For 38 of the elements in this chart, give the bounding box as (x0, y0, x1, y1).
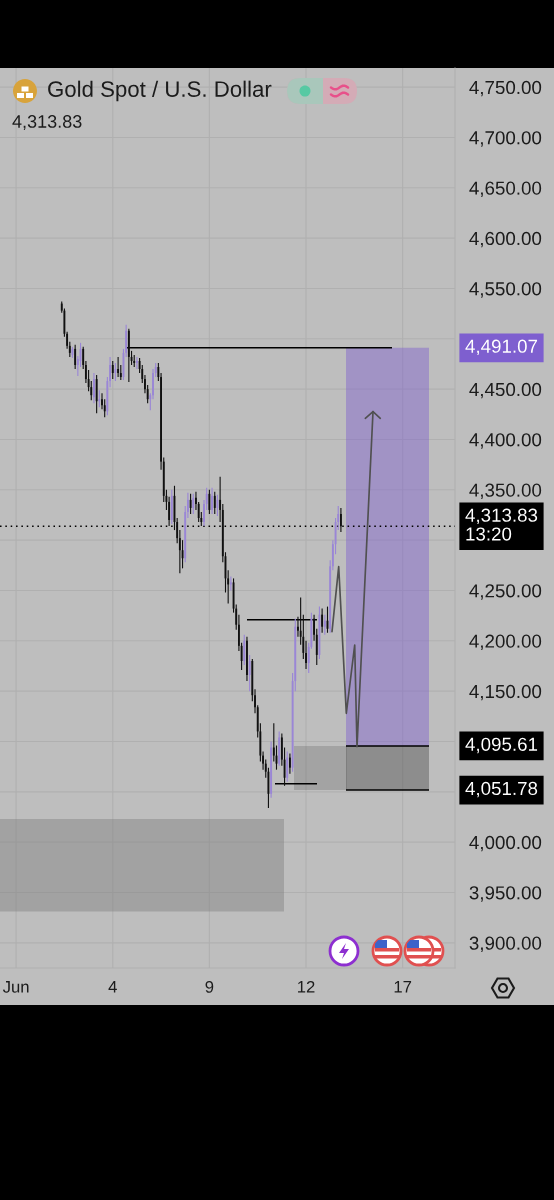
y-tick-label: 4,550.00 (469, 282, 542, 298)
candlestick (213, 491, 216, 515)
candlestick (211, 487, 213, 515)
y-tick-label: 4,350.00 (469, 483, 542, 500)
text: 4,313.83 (12, 115, 82, 130)
candlestick (286, 751, 289, 783)
x-tick-label: 4 (108, 981, 117, 993)
ref-line-label: 4,095.61 (465, 737, 538, 754)
band-label: 4,491.07 (465, 339, 538, 356)
y-tick-label: 4,700.00 (469, 131, 542, 147)
x-tick-label: Jun (2, 981, 29, 993)
ref-line-label: 4,051.78 (465, 781, 538, 798)
y-tick-label: 4,450.00 (469, 382, 542, 399)
y-tick-label: 4,000.00 (469, 835, 542, 852)
candlestick (208, 489, 211, 515)
candlestick (248, 654, 251, 692)
x-tick-label: 17 (394, 981, 412, 993)
y-tick-label: 4,200.00 (469, 634, 542, 651)
y-tick-label: 4,600.00 (469, 231, 542, 248)
y-tick-label: 3,900.00 (469, 936, 542, 953)
candlestick (192, 493, 195, 515)
x-tick-label: 9 (205, 980, 214, 993)
y-tick-label: 3,950.00 (469, 886, 542, 902)
candlestick (243, 634, 246, 666)
candlestick (117, 356, 120, 378)
candlestick (288, 753, 291, 775)
y-tick-label: 4,750.00 (469, 80, 542, 97)
ref-line-label: 4,313.83 13:20 (465, 508, 538, 541)
x-tick-label: 12 (298, 980, 315, 993)
y-tick-label: 4,150.00 (469, 684, 542, 701)
text: Gold Spot / U.S. Dollar (48, 80, 272, 102)
candlestick (246, 636, 248, 682)
y-tick-label: 4,650.00 (469, 181, 542, 197)
y-tick-label: 4,250.00 (469, 584, 542, 600)
candlestick (189, 493, 192, 515)
y-tick-label: 4,400.00 (469, 433, 542, 449)
candlestick (93, 372, 95, 404)
candlestick (216, 494, 219, 517)
